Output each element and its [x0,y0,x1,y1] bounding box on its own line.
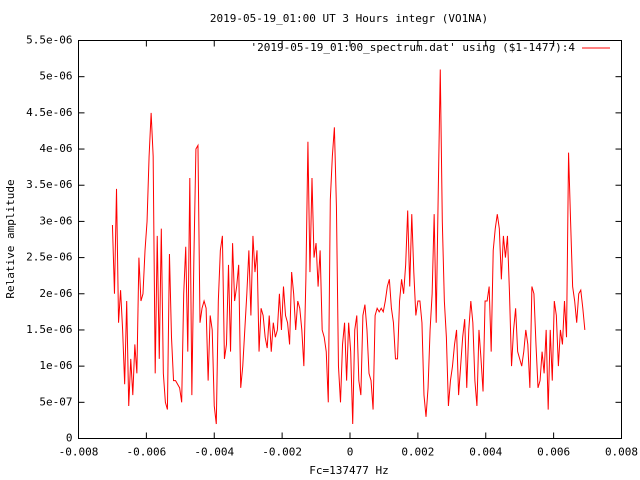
y-axis-label: Relative amplitude [4,179,17,298]
chart-title: 2019-05-19_01:00 UT 3 Hours integr (VO1N… [210,12,488,25]
legend-label: '2019-05-19_01:00_spectrum.dat' using ($… [250,41,575,54]
y-tick-label: 1e-06 [39,359,72,372]
x-tick-label: -0.002 [262,446,302,459]
y-tick-label: 4.5e-06 [26,106,72,119]
x-tick-label: -0.004 [194,446,234,459]
x-tick-label: 0.002 [401,446,434,459]
y-tick-label: 2e-06 [39,287,72,300]
x-tick-label: 0.008 [605,446,638,459]
y-tick-label: 5e-06 [39,70,72,83]
x-axis-label: Fc=137477 Hz [309,464,388,477]
x-tick-label: -0.008 [59,446,99,459]
y-tick-label: 1.5e-06 [26,323,72,336]
y-tick-label: 3e-06 [39,214,72,227]
y-tick-label: 5e-07 [39,395,72,408]
data-line [111,69,586,425]
y-tick-label: 3.5e-06 [26,178,72,191]
x-tick-label: 0.004 [469,446,502,459]
x-tick-label: -0.006 [127,446,167,459]
y-tick-label: 4e-06 [39,142,72,155]
x-tick-label: 0.006 [537,446,570,459]
y-tick-label: 5.5e-06 [26,34,72,47]
y-tick-label: 0 [66,432,73,445]
x-tick-label: 0 [347,446,354,459]
y-tick-label: 2.5e-06 [26,251,72,264]
